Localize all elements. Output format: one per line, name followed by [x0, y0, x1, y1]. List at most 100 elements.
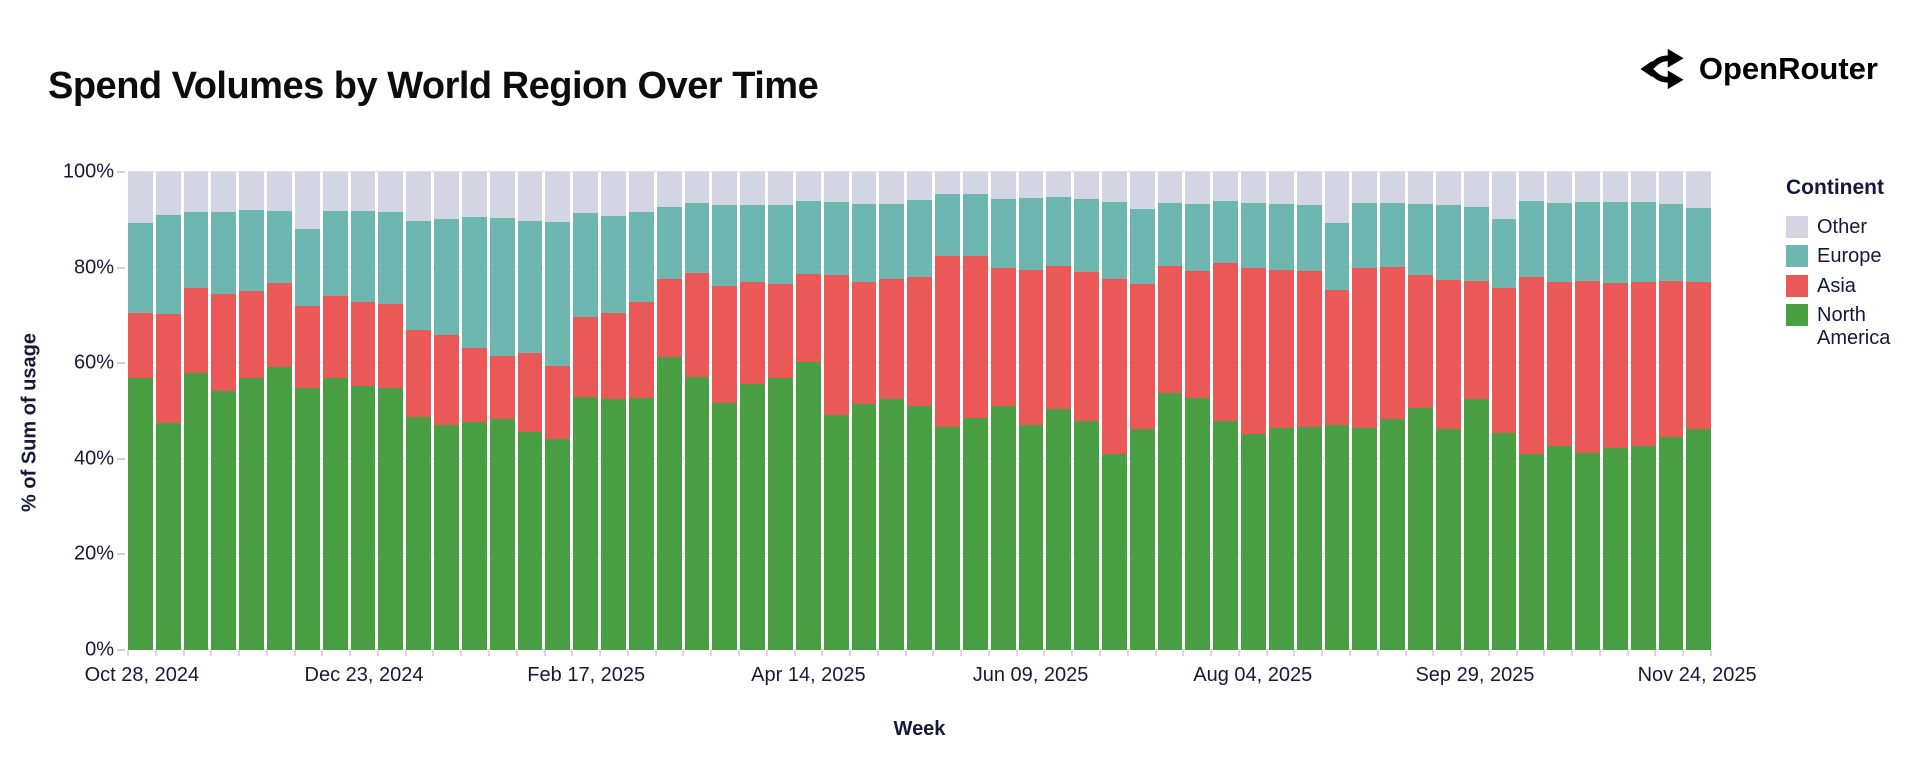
bar-segment-other[interactable] — [517, 172, 543, 221]
bar-segment-other[interactable] — [1018, 172, 1044, 199]
bar-segment-north-america[interactable] — [907, 405, 933, 650]
bar-segment-other[interactable] — [1575, 172, 1600, 202]
bar-segment-other[interactable] — [128, 172, 153, 223]
bar-segment-europe[interactable] — [879, 203, 905, 280]
bar-segment-north-america[interactable] — [684, 376, 710, 650]
bar-segment-europe[interactable] — [378, 211, 404, 305]
bar-segment-europe[interactable] — [1241, 202, 1266, 269]
bar-segment-other[interactable] — [712, 172, 738, 205]
bar-segment-asia[interactable] — [684, 273, 710, 377]
bar-segment-asia[interactable] — [990, 268, 1016, 407]
bar-segment-europe[interactable] — [434, 219, 459, 335]
bar-segment-asia[interactable] — [489, 356, 515, 420]
bar-segment-europe[interactable] — [712, 204, 738, 286]
bar-segment-asia[interactable] — [907, 276, 933, 406]
bar-segment-asia[interactable] — [573, 316, 599, 397]
bar-segment-europe[interactable] — [1213, 200, 1239, 264]
bar-segment-north-america[interactable] — [1213, 420, 1239, 650]
bar-segment-europe[interactable] — [935, 194, 960, 256]
bar-segment-north-america[interactable] — [294, 388, 320, 650]
bar-segment-north-america[interactable] — [489, 419, 515, 650]
bar-segment-asia[interactable] — [378, 304, 404, 389]
bar-segment-europe[interactable] — [1018, 198, 1044, 270]
bar-segment-other[interactable] — [962, 172, 988, 195]
bar-segment-europe[interactable] — [795, 201, 821, 275]
bar-segment-other[interactable] — [1101, 172, 1127, 202]
bar-segment-other[interactable] — [628, 172, 654, 212]
bar-segment-other[interactable] — [740, 172, 766, 205]
bar-segment-asia[interactable] — [768, 284, 793, 378]
bar-segment-europe[interactable] — [990, 199, 1016, 269]
bar-segment-europe[interactable] — [1463, 206, 1489, 282]
bar-segment-europe[interactable] — [1519, 200, 1545, 277]
bar-segment-asia[interactable] — [239, 290, 265, 379]
bar-segment-other[interactable] — [990, 172, 1016, 200]
bar-segment-asia[interactable] — [322, 295, 348, 378]
bar-segment-north-america[interactable] — [1185, 398, 1211, 650]
bar-segment-other[interactable] — [267, 172, 292, 212]
bar-segment-europe[interactable] — [517, 220, 543, 354]
bar-segment-other[interactable] — [155, 172, 181, 216]
bar-segment-other[interactable] — [1268, 172, 1294, 204]
bar-segment-europe[interactable] — [350, 211, 376, 303]
bar-segment-other[interactable] — [1241, 172, 1266, 203]
bar-segment-north-america[interactable] — [1658, 437, 1684, 650]
bar-segment-other[interactable] — [1408, 172, 1433, 204]
bar-segment-asia[interactable] — [1463, 281, 1489, 400]
bar-segment-north-america[interactable] — [267, 367, 292, 650]
bar-segment-europe[interactable] — [740, 204, 766, 283]
bar-segment-other[interactable] — [1157, 172, 1183, 203]
bar-segment-asia[interactable] — [851, 282, 877, 405]
bar-segment-north-america[interactable] — [1296, 426, 1322, 650]
bar-segment-other[interactable] — [935, 172, 960, 195]
bar-segment-other[interactable] — [434, 172, 459, 220]
bar-segment-other[interactable] — [1602, 172, 1628, 202]
bar-segment-asia[interactable] — [545, 366, 571, 440]
bar-segment-europe[interactable] — [1380, 202, 1406, 267]
bar-segment-asia[interactable] — [628, 301, 654, 399]
bar-segment-asia[interactable] — [1018, 269, 1044, 425]
bar-segment-asia[interactable] — [1547, 282, 1573, 446]
bar-segment-asia[interactable] — [935, 255, 960, 427]
bar-segment-other[interactable] — [1686, 172, 1712, 208]
bar-segment-north-america[interactable] — [1630, 445, 1656, 650]
bar-segment-north-america[interactable] — [322, 377, 348, 650]
bar-segment-other[interactable] — [1213, 172, 1239, 201]
bar-segment-europe[interactable] — [1435, 204, 1461, 281]
bar-segment-asia[interactable] — [434, 334, 459, 425]
bar-segment-north-america[interactable] — [628, 398, 654, 650]
bar-segment-other[interactable] — [1519, 172, 1545, 201]
bar-segment-other[interactable] — [1046, 172, 1072, 197]
bar-segment-asia[interactable] — [1213, 263, 1239, 421]
bar-segment-other[interactable] — [1630, 172, 1656, 203]
bar-segment-other[interactable] — [1074, 172, 1099, 200]
bar-segment-europe[interactable] — [183, 211, 209, 289]
bar-segment-asia[interactable] — [1268, 269, 1294, 429]
bar-segment-north-america[interactable] — [851, 404, 877, 650]
bar-segment-other[interactable] — [601, 172, 626, 216]
bar-segment-other[interactable] — [545, 172, 571, 222]
bar-segment-europe[interactable] — [267, 211, 292, 283]
bar-segment-north-america[interactable] — [545, 439, 571, 650]
bar-segment-asia[interactable] — [211, 294, 237, 391]
bar-segment-europe[interactable] — [1352, 202, 1378, 269]
bar-segment-europe[interactable] — [128, 222, 153, 314]
bar-segment-asia[interactable] — [1101, 278, 1127, 454]
bar-segment-asia[interactable] — [795, 274, 821, 362]
bar-segment-north-america[interactable] — [1686, 429, 1712, 650]
bar-segment-asia[interactable] — [461, 347, 487, 423]
bar-segment-north-america[interactable] — [1018, 424, 1044, 650]
bar-segment-other[interactable] — [1352, 172, 1378, 203]
bar-segment-asia[interactable] — [1519, 276, 1545, 455]
bar-segment-europe[interactable] — [155, 215, 181, 315]
bar-segment-north-america[interactable] — [879, 399, 905, 650]
bar-segment-north-america[interactable] — [1324, 424, 1350, 650]
bar-segment-other[interactable] — [823, 172, 849, 202]
bar-segment-europe[interactable] — [573, 213, 599, 317]
bar-segment-asia[interactable] — [656, 279, 682, 358]
bar-segment-europe[interactable] — [907, 200, 933, 277]
bar-segment-other[interactable] — [1296, 172, 1322, 205]
bar-segment-other[interactable] — [1380, 172, 1406, 203]
bar-segment-north-america[interactable] — [962, 418, 988, 650]
bar-segment-europe[interactable] — [962, 194, 988, 256]
